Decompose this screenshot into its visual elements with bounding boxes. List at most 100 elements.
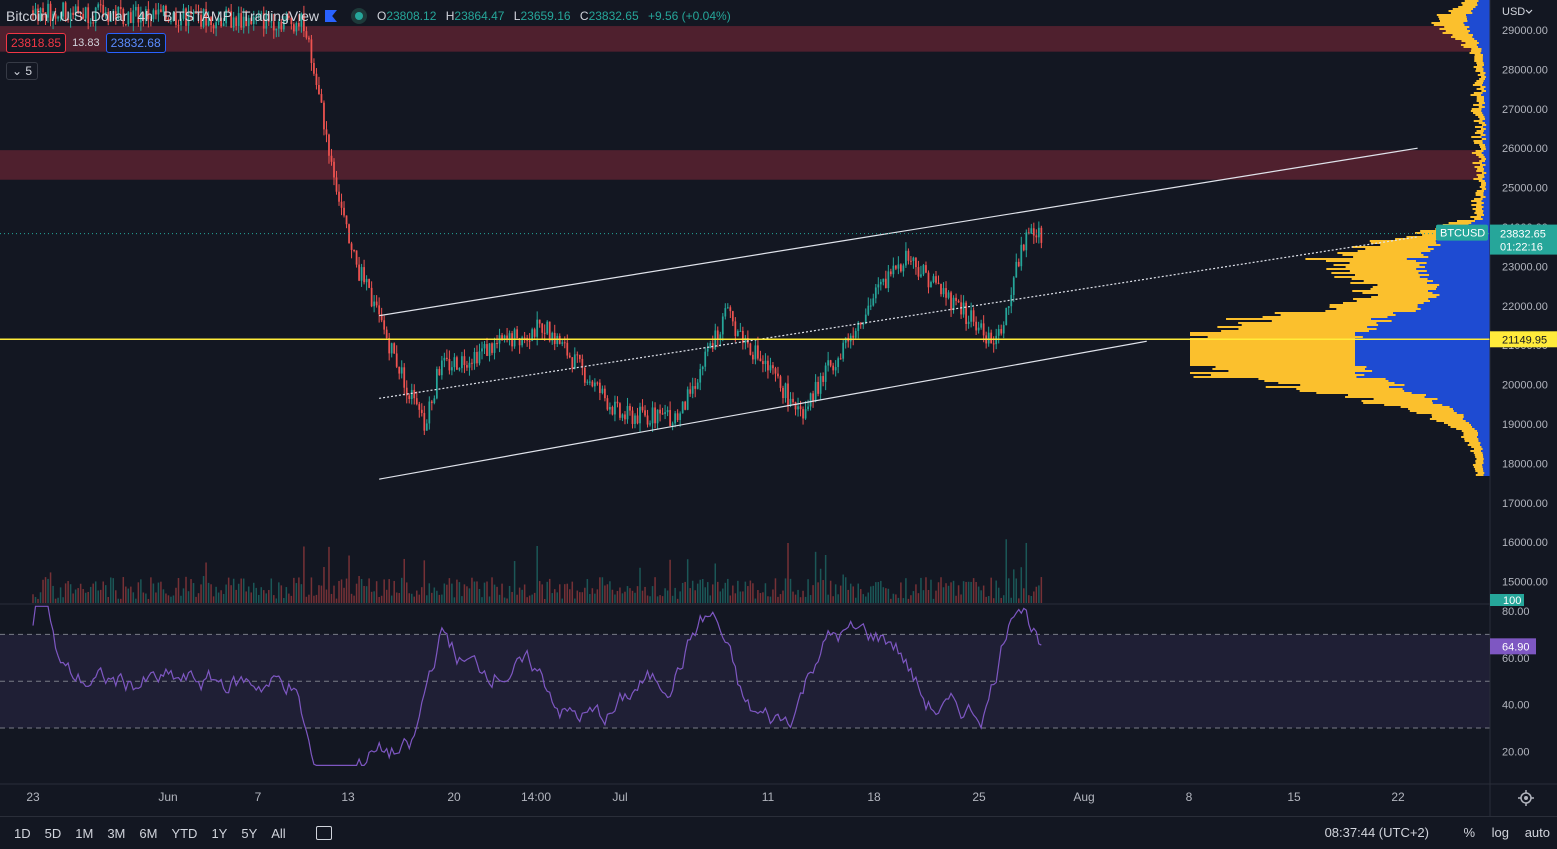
- candle-body: [77, 6, 80, 14]
- symbol-title[interactable]: Bitcoin / U.S. Dollar: [6, 8, 128, 24]
- volume-bar: [997, 587, 1000, 603]
- gear-icon[interactable]: [1518, 790, 1534, 806]
- volume-bar: [122, 577, 125, 603]
- candle-body: [410, 389, 413, 399]
- volume-bar: [734, 593, 737, 603]
- candle-body: [298, 22, 300, 27]
- volume-bar: [794, 594, 797, 603]
- range-all[interactable]: All: [271, 825, 286, 841]
- volume-bar: [712, 584, 714, 603]
- range-3m[interactable]: 3M: [107, 825, 126, 841]
- candle-body: [398, 366, 401, 374]
- volume-bar: [34, 596, 37, 603]
- time-tick: 11: [762, 790, 775, 804]
- clock-timezone[interactable]: 08:37:44 (UTC+2): [1324, 825, 1429, 840]
- range-ytd[interactable]: YTD: [171, 825, 198, 841]
- rsi-axis[interactable]: 80.00 60.00 40.00 20.00: [1502, 606, 1530, 758]
- volume-bar: [576, 590, 579, 603]
- interval[interactable]: 4h: [137, 8, 153, 24]
- price-axis[interactable]: 29000.00 28000.00 27000.00 26000.00 25000.00…: [1502, 25, 1548, 589]
- volume-bar: [431, 592, 433, 603]
- price-candles[interactable]: [32, 0, 1043, 436]
- volume-badge-value: 100: [1503, 595, 1521, 607]
- volume-bar: [348, 555, 350, 603]
- volume-bar: [742, 591, 744, 603]
- currency-menu[interactable]: USD: [1502, 6, 1525, 18]
- candle-body: [150, 19, 152, 21]
- chart-legend: Bitcoin / U.S. Dollar 4h BITSTAMP Tradin…: [6, 6, 737, 26]
- candle-body: [744, 338, 747, 343]
- volume-bar: [343, 587, 345, 603]
- volume-bar: [426, 595, 428, 603]
- candle-body: [827, 360, 830, 366]
- range-1m[interactable]: 1M: [75, 825, 94, 841]
- candle-body: [777, 373, 779, 377]
- volume-bar: [268, 589, 270, 603]
- price-tick: 15000.00: [1502, 577, 1548, 589]
- candle-body: [466, 365, 468, 368]
- percent-toggle[interactable]: %: [1463, 825, 1475, 840]
- volume-bar: [659, 595, 661, 603]
- volume-bar: [165, 593, 167, 603]
- candle-body: [749, 343, 752, 355]
- ask-button[interactable]: 23832.68: [105, 33, 166, 53]
- rsi-tick: 80.00: [1502, 606, 1530, 618]
- candle-body: [215, 22, 217, 29]
- volume-bar: [917, 593, 920, 603]
- volume-bar: [922, 590, 925, 603]
- range-5y[interactable]: 5Y: [241, 825, 258, 841]
- candle-body: [942, 288, 945, 295]
- volume-bar: [995, 580, 997, 603]
- range-5d[interactable]: 5D: [44, 825, 62, 841]
- chevron-down-icon[interactable]: [1525, 9, 1533, 14]
- volume-bar: [335, 598, 338, 603]
- log-toggle[interactable]: log: [1491, 825, 1509, 840]
- volume-bar: [571, 581, 574, 603]
- bid-button[interactable]: 23818.85: [6, 33, 67, 53]
- volume-bar: [556, 592, 558, 603]
- candle-body: [990, 332, 993, 344]
- volume-bar: [689, 588, 691, 603]
- range-6m[interactable]: 6M: [139, 825, 158, 841]
- candle-body: [315, 73, 318, 85]
- volume-bar: [992, 598, 995, 603]
- candle-body: [1002, 325, 1005, 334]
- volume-bar: [579, 592, 581, 603]
- flag-icon[interactable]: [324, 10, 337, 22]
- market-status-icon[interactable]: [350, 8, 367, 24]
- time-tick: 20: [447, 790, 461, 804]
- candle-body: [34, 8, 37, 16]
- candle-body: [348, 224, 350, 244]
- candle-body: [706, 348, 709, 352]
- auto-toggle[interactable]: auto: [1524, 825, 1550, 840]
- candle-body: [222, 23, 225, 27]
- candle-body: [52, 13, 54, 21]
- volume-bar: [150, 577, 152, 603]
- volume-bar: [639, 567, 641, 603]
- range-1y[interactable]: 1Y: [211, 825, 228, 841]
- calendar-icon[interactable]: [315, 826, 332, 840]
- candle-body: [546, 321, 549, 334]
- volume-bar: [325, 589, 328, 603]
- candle-body: [413, 389, 416, 399]
- trend-lines[interactable]: [0, 147, 1490, 480]
- volume-bar: [975, 582, 977, 603]
- indicators-collapse-button[interactable]: ⌄ 5: [6, 62, 39, 80]
- candle-body: [267, 13, 270, 22]
- time-axis[interactable]: 23 Jun 7 13 20 14:00 Jul 11 18 25 Aug 8 15 22: [26, 790, 1405, 804]
- candle-body: [308, 37, 310, 40]
- candle-body: [646, 415, 649, 425]
- candle-body: [887, 271, 890, 289]
- volume-bar: [145, 593, 147, 603]
- candle-body: [360, 267, 363, 281]
- volume-bar: [265, 593, 268, 603]
- range-1d[interactable]: 1D: [14, 825, 31, 841]
- time-tick: Aug: [1073, 790, 1094, 804]
- candle-body: [857, 322, 860, 331]
- candle-body: [877, 284, 880, 288]
- candle-body: [940, 283, 942, 295]
- candle-body: [200, 14, 202, 27]
- chevron-down-icon: ⌄: [12, 64, 23, 78]
- volume-bar: [604, 585, 606, 603]
